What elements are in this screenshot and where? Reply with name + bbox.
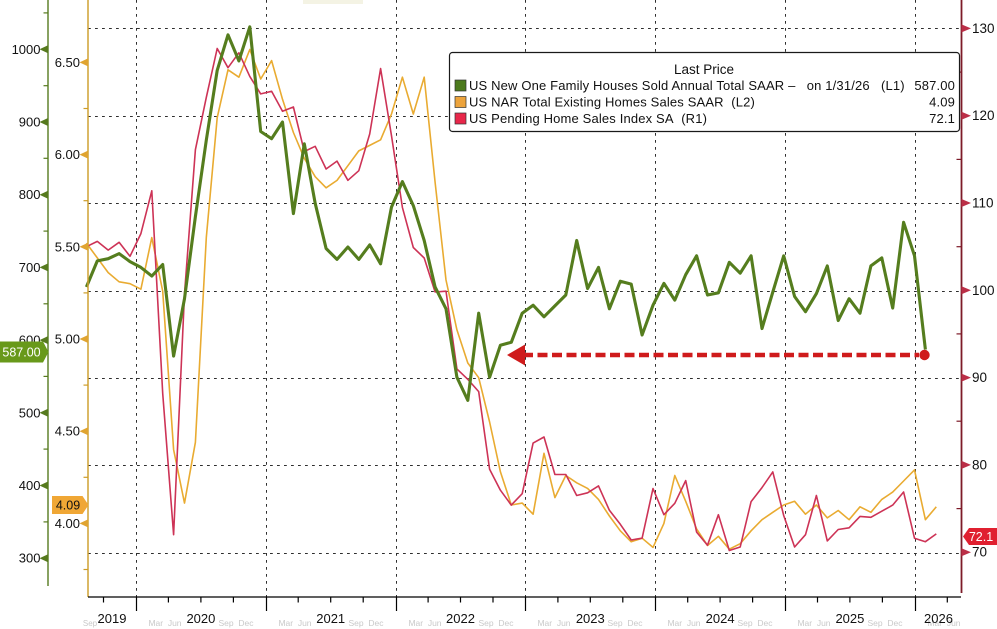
svg-text:6.50: 6.50 [55, 55, 80, 70]
svg-text:72.1: 72.1 [929, 111, 955, 126]
svg-text:Sep Dec: Sep Dec [868, 618, 904, 628]
svg-text:Sep: Sep [83, 619, 98, 628]
svg-text:1000: 1000 [12, 42, 41, 57]
svg-text:Sep Dec: Sep Dec [349, 618, 385, 628]
svg-text:Mar Jun: Mar Jun [278, 618, 311, 628]
svg-text:2020: 2020 [186, 611, 215, 626]
svg-text:Sep Dec: Sep Dec [608, 618, 644, 628]
svg-text:4.09: 4.09 [929, 95, 955, 110]
svg-text:US New One Family Houses Sold: US New One Family Houses Sold Annual Tot… [469, 78, 905, 93]
svg-text:2023: 2023 [576, 611, 605, 626]
svg-text:Mar Jun: Mar Jun [927, 618, 960, 628]
svg-text:120: 120 [972, 108, 995, 123]
svg-text:4.00: 4.00 [55, 516, 80, 531]
svg-text:Sep Dec: Sep Dec [479, 618, 515, 628]
svg-text:2024: 2024 [706, 611, 735, 626]
svg-text:70: 70 [972, 545, 987, 560]
svg-text:800: 800 [19, 187, 41, 202]
svg-text:5.50: 5.50 [55, 239, 80, 254]
svg-text:2025: 2025 [835, 611, 864, 626]
svg-text:700: 700 [19, 260, 41, 275]
svg-text:Mar Jun: Mar Jun [797, 618, 830, 628]
svg-text:300: 300 [19, 551, 41, 566]
svg-text:Mar Jun: Mar Jun [537, 618, 570, 628]
svg-text:587.00: 587.00 [914, 78, 955, 93]
svg-text:587.00: 587.00 [2, 345, 40, 359]
svg-text:72.1: 72.1 [969, 530, 993, 544]
svg-text:900: 900 [19, 115, 41, 130]
svg-text:2019: 2019 [98, 611, 127, 626]
svg-text:400: 400 [19, 478, 41, 493]
svg-text:2021: 2021 [316, 611, 345, 626]
svg-text:2022: 2022 [446, 611, 475, 626]
svg-text:Sep Dec: Sep Dec [738, 618, 774, 628]
svg-text:90: 90 [972, 370, 987, 385]
svg-text:2026: 2026 [924, 611, 953, 626]
svg-text:Last Price: Last Price [674, 62, 734, 77]
svg-text:110: 110 [972, 196, 994, 211]
svg-text:Sep Dec: Sep Dec [219, 618, 255, 628]
svg-text:Mar Jun: Mar Jun [667, 618, 700, 628]
svg-text:US NAR Total Existing Homes Sa: US NAR Total Existing Homes Sales SAAR (… [469, 95, 755, 110]
svg-text:US Pending Home Sales Index SA: US Pending Home Sales Index SA (R1) [469, 111, 707, 126]
svg-text:500: 500 [19, 405, 41, 420]
svg-text:80: 80 [972, 457, 987, 472]
svg-text:Mar Jun: Mar Jun [148, 618, 181, 628]
svg-text:100: 100 [972, 283, 995, 298]
svg-text:4.50: 4.50 [55, 424, 80, 439]
svg-text:4.09: 4.09 [56, 499, 80, 513]
svg-text:Mar Jun: Mar Jun [408, 618, 441, 628]
svg-text:5.00: 5.00 [55, 332, 80, 347]
svg-text:6.00: 6.00 [55, 147, 80, 162]
svg-text:130: 130 [972, 21, 995, 36]
